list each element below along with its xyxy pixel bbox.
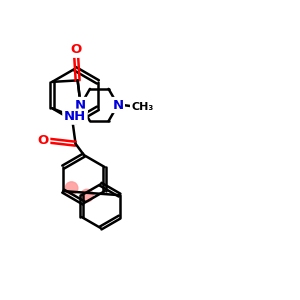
Text: O: O [38, 134, 49, 147]
Circle shape [81, 189, 93, 202]
Text: N: N [75, 98, 86, 112]
Circle shape [65, 182, 78, 194]
Text: NH: NH [64, 110, 86, 123]
Text: N: N [112, 98, 123, 112]
Text: O: O [70, 43, 82, 56]
Text: CH₃: CH₃ [131, 102, 154, 112]
Text: N: N [75, 98, 86, 112]
